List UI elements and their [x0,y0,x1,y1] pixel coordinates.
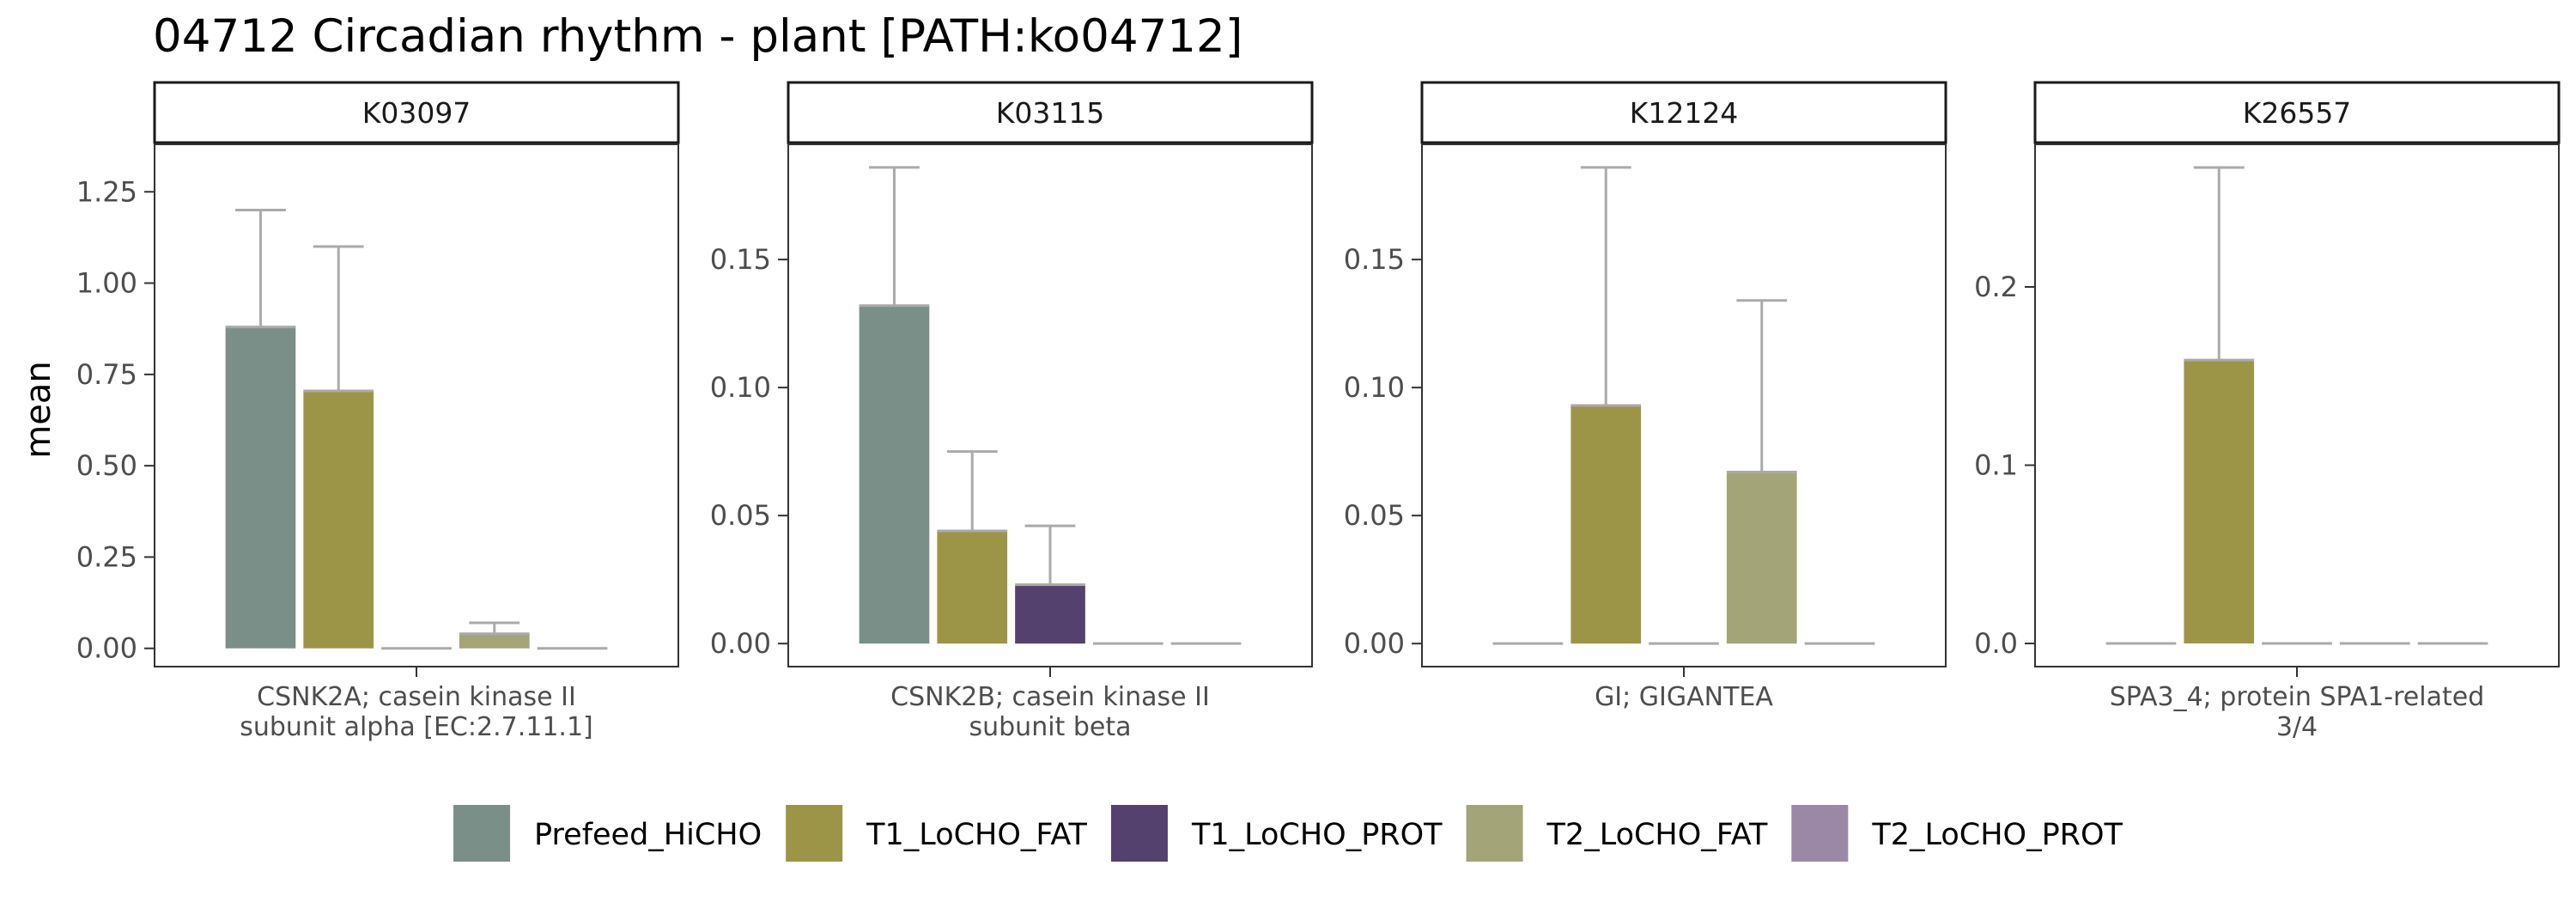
bar-T2_LoCHO_FAT [459,633,530,649]
facet-strip-label: K12124 [1630,96,1739,130]
x-category-label: subunit beta [969,712,1132,742]
y-tick-label: 0.75 [76,358,137,391]
y-tick-label: 0.05 [1344,499,1405,532]
bar-Prefeed_HiCHO [859,305,930,644]
legend-item-T1_LoCHO_FAT: T1_LoCHO_FAT [786,805,1088,862]
y-tick-label: 0.0 [1974,627,2018,660]
y-tick-label: 0.25 [76,540,137,573]
x-category-label: CSNK2A; casein kinase II [257,682,576,712]
legend-item-T2_LoCHO_PROT: T2_LoCHO_PROT [1791,805,2123,862]
facet-panel-K03097: K03097 0.00 0.25 0.50 0.75 1.00 1.25 CSNK2A; ca… [76,81,680,742]
bar-T1_LoCHO_FAT [1571,405,1642,644]
y-tick-label: 1.25 [76,175,137,208]
chart-title: 04712 Circadian rhythm - plant [PATH:ko0… [153,10,1242,63]
bar-T1_LoCHO_FAT [937,531,1008,644]
legend-label: Prefeed_HiCHO [534,818,762,852]
y-tick-label: 0.1 [1974,449,2018,482]
legend-key [453,805,511,862]
legend-key [786,805,843,862]
bar-Prefeed_HiCHO [225,326,296,649]
y-tick-label: 0.00 [710,627,771,660]
panel-border [1421,143,1947,667]
legend-label: T2_LoCHO_PROT [1871,818,2123,852]
y-tick-label: 0.00 [1344,627,1405,660]
facet-strip [787,81,1314,144]
facet-strip [1420,81,1947,144]
facet-strip [153,81,680,144]
legend-label: T1_LoCHO_FAT [866,818,1087,852]
y-tick-label: 0.2 [1974,271,2018,303]
x-category-label: CSNK2B; casein kinase II [890,682,1210,712]
panel-border [2034,143,2560,667]
x-category-label: 3/4 [2276,712,2318,742]
x-category-label: SPA3_4; protein SPA1-related [2110,682,2485,712]
legend-key [1110,805,1168,862]
facet-strip-label: K26557 [2243,96,2352,130]
x-category-label: GI; GIGANTEA [1595,682,1773,712]
bar-T1_LoCHO_PROT [1015,584,1085,644]
y-tick-label: 0.15 [710,243,771,276]
y-tick-label: 1.00 [76,267,137,300]
bar-T1_LoCHO_FAT [303,390,374,649]
facet-panel-K26557: K26557 0.0 0.1 0.2 SPA3_4; protein SPA1-rela… [1974,81,2561,742]
x-category-label: subunit alpha [EC:2.7.11.1] [240,712,593,742]
legend-item-T2_LoCHO_FAT: T2_LoCHO_FAT [1466,805,1768,862]
y-tick-label: 0.10 [1344,371,1405,404]
y-tick-label: 0.00 [76,632,137,665]
legend-item-T1_LoCHO_PROT: T1_LoCHO_PROT [1110,805,1443,862]
facet-panel-K12124: K12124 0.00 0.05 0.10 0.15 GI; GIGANTEA [1344,81,1947,712]
legend-key [1466,805,1523,862]
y-axis-label: mean [19,361,58,458]
facet-panel-K03115: K03115 0.00 0.05 0.10 0.15 CSNK2B; casein kin… [710,81,1314,742]
facet-strip-label: K03115 [996,96,1105,130]
y-tick-label: 0.05 [710,499,771,532]
legend-label: T1_LoCHO_PROT [1191,818,1443,852]
legend-label: T2_LoCHO_FAT [1546,818,1768,852]
facet-strip-label: K03097 [362,96,471,130]
y-tick-label: 0.15 [1344,243,1405,276]
legend: Prefeed_HiCHO T1_LoCHO_FAT T1_LoCHO_PROT T2… [453,805,2123,862]
legend-key [1791,805,1849,862]
bar-T1_LoCHO_FAT [2184,360,2255,644]
facet-panels: K03097 0.00 0.25 0.50 0.75 1.00 1.25 CSNK2A; ca… [76,81,2561,742]
y-tick-label: 0.50 [76,449,137,482]
legend-item-Prefeed_HiCHO: Prefeed_HiCHO [453,805,762,862]
y-tick-label: 0.10 [710,371,771,404]
bar-T2_LoCHO_FAT [1726,472,1797,644]
facet-strip [2033,81,2561,144]
